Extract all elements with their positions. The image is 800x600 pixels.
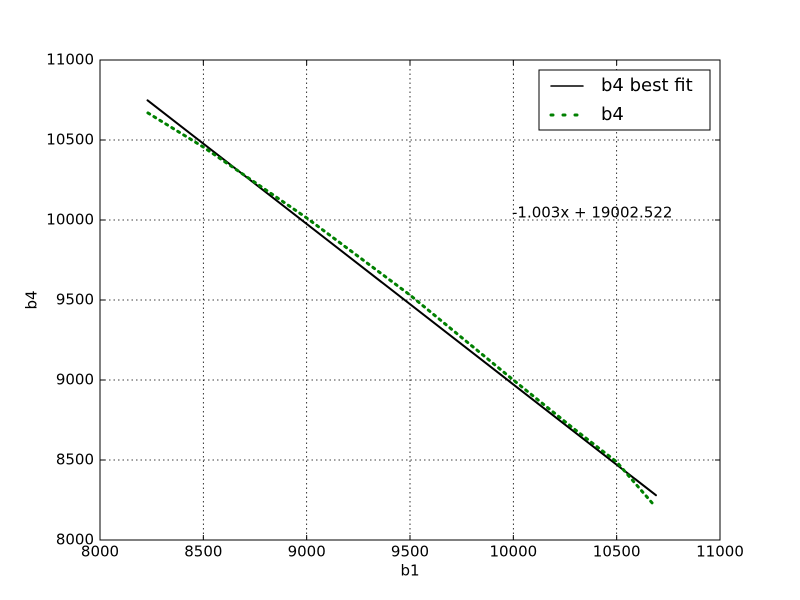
x-tick-label: 11000 [696,543,744,561]
x-tick-label: 9000 [288,543,326,561]
legend-label: b4 best fit [601,75,693,96]
annotation: -1.003x + 19002.522 [512,204,672,222]
y-tick-label: 10500 [46,131,94,149]
y-tick-label: 10000 [46,211,94,229]
y-tick-label: 8500 [56,451,94,469]
legend-label: b4 [601,104,624,125]
y-tick-label: 11000 [46,51,94,69]
x-tick-label: 10500 [593,543,641,561]
plot-frame [99,59,721,541]
series-line [146,111,656,507]
y-tick-label: 8000 [56,531,94,549]
x-tick-label: 8000 [81,543,119,561]
x-tick-label: 10000 [489,543,537,561]
y-axis-label: b4 [23,290,41,309]
x-axis-label: b1 [400,562,419,580]
x-tick-label: 9500 [391,543,429,561]
x-tick-label: 8500 [184,543,222,561]
legend-box [538,69,711,131]
y-tick-label: 9500 [56,291,94,309]
y-tick-label: 9000 [56,371,94,389]
